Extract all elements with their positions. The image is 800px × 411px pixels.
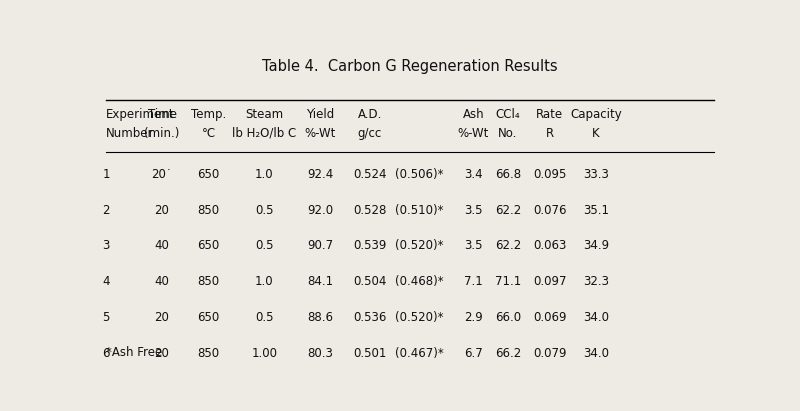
Text: (0.520)*: (0.520)* — [395, 239, 443, 252]
Text: Temp.: Temp. — [191, 108, 226, 121]
Text: 1.0: 1.0 — [255, 275, 274, 288]
Text: 1.00: 1.00 — [251, 346, 278, 360]
Text: 650: 650 — [198, 239, 220, 252]
Text: 0.069: 0.069 — [533, 311, 566, 324]
Text: %-Wt: %-Wt — [458, 127, 489, 140]
Text: 84.1: 84.1 — [307, 275, 333, 288]
Text: 850: 850 — [198, 275, 219, 288]
Text: 33.3: 33.3 — [583, 168, 609, 181]
Text: Capacity: Capacity — [570, 108, 622, 121]
Text: 0.076: 0.076 — [533, 203, 566, 217]
Text: 20˙: 20˙ — [152, 168, 172, 181]
Text: 35.1: 35.1 — [583, 203, 609, 217]
Text: 4: 4 — [102, 275, 110, 288]
Text: 7.1: 7.1 — [464, 275, 482, 288]
Text: 62.2: 62.2 — [495, 203, 521, 217]
Text: Experiment: Experiment — [106, 108, 174, 121]
Text: Rate: Rate — [536, 108, 563, 121]
Text: (0.468)*: (0.468)* — [395, 275, 444, 288]
Text: 1: 1 — [102, 168, 110, 181]
Text: No.: No. — [498, 127, 518, 140]
Text: 2.9: 2.9 — [464, 311, 482, 324]
Text: 34.0: 34.0 — [583, 311, 609, 324]
Text: 71.1: 71.1 — [495, 275, 521, 288]
Text: °C: °C — [202, 127, 215, 140]
Text: 92.4: 92.4 — [307, 168, 334, 181]
Text: 0.097: 0.097 — [533, 275, 566, 288]
Text: (0.506)*: (0.506)* — [395, 168, 443, 181]
Text: 20: 20 — [154, 311, 170, 324]
Text: 650: 650 — [198, 168, 220, 181]
Text: 66.8: 66.8 — [495, 168, 521, 181]
Text: 0.528: 0.528 — [353, 203, 386, 217]
Text: (0.520)*: (0.520)* — [395, 311, 443, 324]
Text: R: R — [546, 127, 554, 140]
Text: 1.0: 1.0 — [255, 168, 274, 181]
Text: K: K — [592, 127, 600, 140]
Text: 40: 40 — [154, 239, 170, 252]
Text: 66.2: 66.2 — [495, 346, 521, 360]
Text: 62.2: 62.2 — [495, 239, 521, 252]
Text: 0.536: 0.536 — [353, 311, 386, 324]
Text: 34.9: 34.9 — [583, 239, 609, 252]
Text: 20: 20 — [154, 346, 170, 360]
Text: (0.510)*: (0.510)* — [395, 203, 443, 217]
Text: 3.5: 3.5 — [464, 239, 482, 252]
Text: 650: 650 — [198, 311, 220, 324]
Text: 850: 850 — [198, 203, 219, 217]
Text: lb H₂O/lb C: lb H₂O/lb C — [232, 127, 297, 140]
Text: 0.501: 0.501 — [353, 346, 386, 360]
Text: 3.5: 3.5 — [464, 203, 482, 217]
Text: 5: 5 — [102, 311, 110, 324]
Text: 3.4: 3.4 — [464, 168, 482, 181]
Text: Time: Time — [147, 108, 177, 121]
Text: 32.3: 32.3 — [583, 275, 609, 288]
Text: 0.079: 0.079 — [533, 346, 566, 360]
Text: Steam: Steam — [246, 108, 283, 121]
Text: (min.): (min.) — [144, 127, 180, 140]
Text: g/cc: g/cc — [358, 127, 382, 140]
Text: Number: Number — [106, 127, 154, 140]
Text: 3: 3 — [102, 239, 110, 252]
Text: 20: 20 — [154, 203, 170, 217]
Text: A.D.: A.D. — [358, 108, 382, 121]
Text: 0.095: 0.095 — [533, 168, 566, 181]
Text: 6.7: 6.7 — [464, 346, 482, 360]
Text: 0.504: 0.504 — [353, 275, 386, 288]
Text: 66.0: 66.0 — [495, 311, 521, 324]
Text: 0.539: 0.539 — [353, 239, 386, 252]
Text: 34.0: 34.0 — [583, 346, 609, 360]
Text: Table 4.  Carbon G Regeneration Results: Table 4. Carbon G Regeneration Results — [262, 59, 558, 74]
Text: Ash: Ash — [462, 108, 484, 121]
Text: 0.5: 0.5 — [255, 239, 274, 252]
Text: Yield: Yield — [306, 108, 334, 121]
Text: 40: 40 — [154, 275, 170, 288]
Text: 6: 6 — [102, 346, 110, 360]
Text: 2: 2 — [102, 203, 110, 217]
Text: *Ash Free: *Ash Free — [106, 346, 162, 360]
Text: 88.6: 88.6 — [307, 311, 333, 324]
Text: 80.3: 80.3 — [307, 346, 333, 360]
Text: 850: 850 — [198, 346, 219, 360]
Text: (0.467)*: (0.467)* — [395, 346, 444, 360]
Text: 92.0: 92.0 — [307, 203, 333, 217]
Text: %-Wt: %-Wt — [305, 127, 336, 140]
Text: 0.5: 0.5 — [255, 203, 274, 217]
Text: 0.524: 0.524 — [353, 168, 386, 181]
Text: 0.063: 0.063 — [533, 239, 566, 252]
Text: 0.5: 0.5 — [255, 311, 274, 324]
Text: 90.7: 90.7 — [307, 239, 333, 252]
Text: CCl₄: CCl₄ — [496, 108, 520, 121]
